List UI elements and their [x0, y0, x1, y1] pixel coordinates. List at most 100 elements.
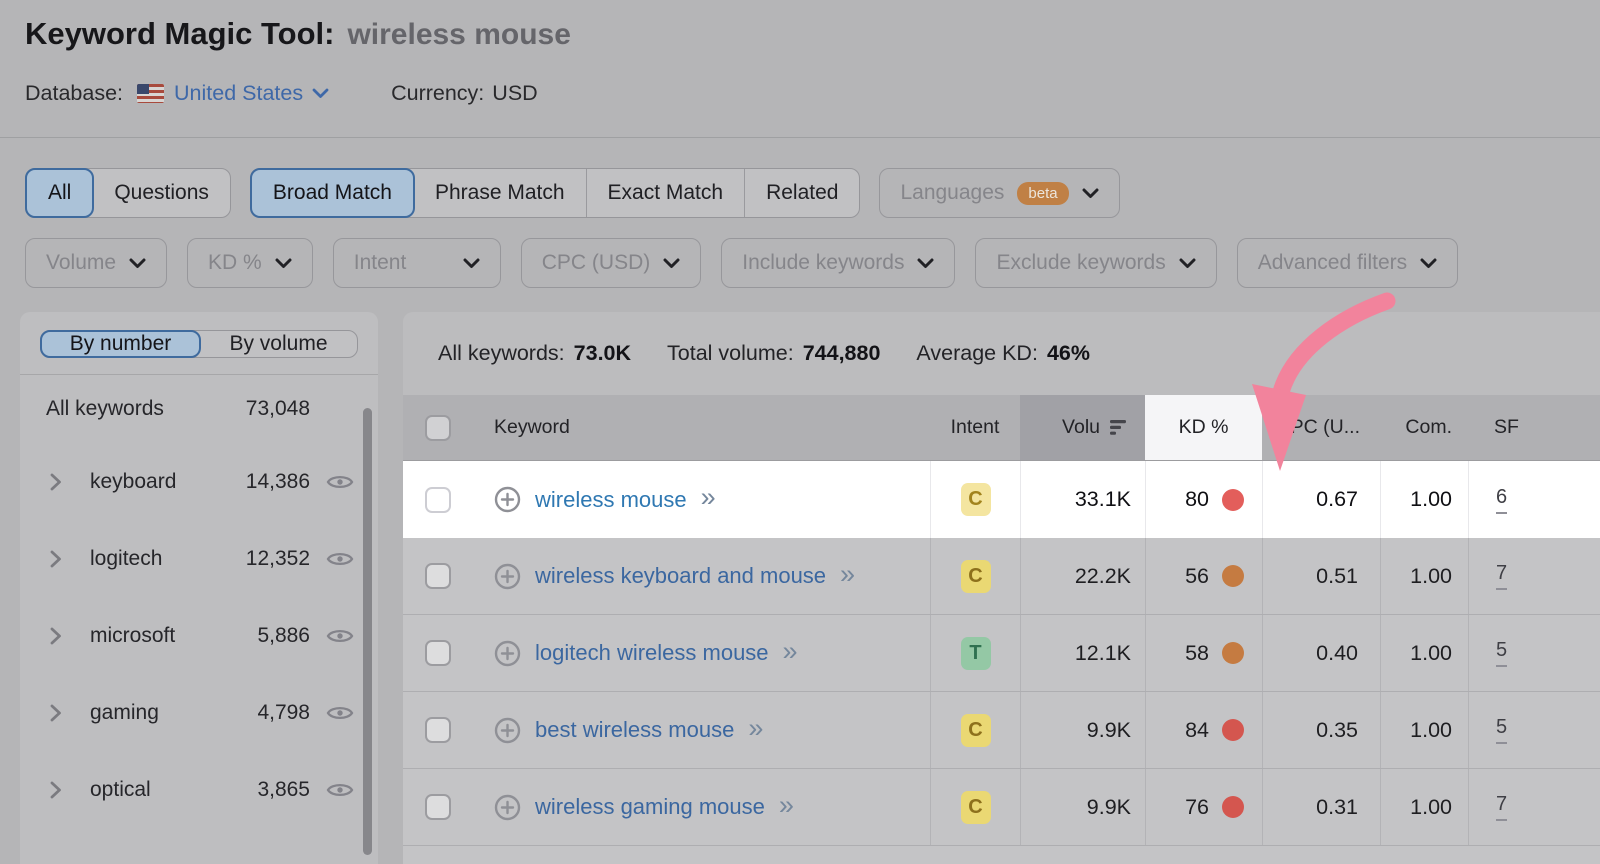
tab-related[interactable]: Related — [766, 181, 839, 204]
sf-link[interactable]: 7 — [1496, 793, 1508, 821]
chevron-right-icon[interactable] — [50, 626, 64, 646]
tab-all[interactable]: All — [25, 168, 95, 218]
all-keywords-row[interactable]: All keywords 73,048 — [20, 375, 378, 443]
tab-broad-match[interactable]: Broad Match — [249, 168, 415, 218]
add-keyword-icon[interactable] — [494, 486, 521, 513]
volume-value: 22.2K — [1020, 538, 1145, 614]
chevron-right-icon[interactable] — [50, 703, 64, 723]
sf-link[interactable]: 7 — [1496, 562, 1508, 590]
tab-phrase-match[interactable]: Phrase Match — [414, 169, 587, 217]
add-keyword-icon[interactable] — [494, 563, 521, 590]
sidebar-group-optical[interactable]: optical 3,865 — [20, 751, 378, 828]
keyword-table: wireless mouse » C 33.1K 80 0.67 1.00 6 … — [403, 461, 1600, 864]
keyword-groups-sidebar: By number By volume All keywords 73,048 … — [20, 312, 378, 864]
advanced-filters-dropdown[interactable]: Advanced filters — [1236, 238, 1459, 288]
database-select[interactable]: United States — [174, 80, 304, 105]
tab-exact-match[interactable]: Exact Match — [587, 169, 746, 217]
table-row[interactable]: wireless mouse » C 33.1K 80 0.67 1.00 6 — [403, 461, 1600, 538]
expand-keyword-icon[interactable]: » — [778, 789, 794, 820]
sidebar-divider — [20, 374, 378, 375]
kd-dot — [1222, 719, 1244, 741]
expand-keyword-icon[interactable]: » — [700, 482, 716, 512]
tool-title: Keyword Magic Tool: — [25, 16, 335, 51]
languages-dropdown[interactable]: Languages beta — [879, 168, 1120, 218]
keyword-link[interactable]: best wireless mouse — [535, 717, 735, 742]
stat-label: All keywords: — [438, 341, 565, 365]
query-text: wireless mouse — [347, 18, 571, 51]
column-header-keyword[interactable]: Keyword — [494, 416, 570, 438]
intent-badge[interactable]: T — [960, 636, 991, 670]
row-checkbox[interactable] — [425, 486, 451, 513]
row-checkbox[interactable] — [425, 717, 451, 743]
expand-keyword-icon[interactable]: » — [748, 712, 764, 743]
intent-badge[interactable]: C — [960, 713, 991, 747]
add-keyword-icon[interactable] — [494, 794, 521, 821]
intent-badge[interactable]: C — [960, 483, 991, 516]
table-row[interactable]: wireless gaming mouse » C 9.9K 76 0.31 1… — [403, 769, 1600, 846]
chevron-right-icon[interactable] — [50, 472, 64, 492]
exclude-keywords-dropdown[interactable]: Exclude keywords — [975, 238, 1217, 288]
intent-badge[interactable]: C — [960, 790, 991, 824]
chevron-down-icon[interactable] — [312, 88, 329, 99]
tab-by-volume[interactable]: By volume — [229, 332, 328, 355]
intent-filter-label: Intent — [353, 251, 407, 274]
page-header: Keyword Magic Tool: wireless mouse Datab… — [0, 0, 1600, 108]
sidebar-group-keyboard[interactable]: keyboard 14,386 — [20, 443, 378, 520]
eye-icon[interactable] — [326, 549, 354, 569]
com-value: 1.00 — [1380, 538, 1468, 614]
row-checkbox[interactable] — [425, 794, 451, 820]
currency-value: USD — [492, 80, 538, 105]
column-header-cpc[interactable]: CPC (U... — [1276, 416, 1360, 438]
row-checkbox[interactable] — [425, 640, 451, 666]
add-keyword-icon[interactable] — [494, 640, 521, 667]
include-keywords-dropdown[interactable]: Include keywords — [721, 238, 956, 288]
cpc-filter-dropdown[interactable]: CPC (USD) — [520, 238, 702, 288]
chevron-right-icon[interactable] — [50, 549, 64, 569]
table-row[interactable]: best wireless mouse » C 9.9K 84 0.35 1.0… — [403, 692, 1600, 769]
volume-filter-dropdown[interactable]: Volume — [25, 238, 168, 288]
column-header-intent[interactable]: Intent — [950, 416, 1000, 438]
add-keyword-icon[interactable] — [494, 717, 521, 744]
table-row[interactable]: logitech wireless mouse » T 12.1K 58 0.4… — [403, 615, 1600, 692]
stat-value: 744,880 — [802, 341, 881, 365]
select-all-checkbox[interactable] — [425, 414, 451, 441]
eye-icon[interactable] — [326, 780, 354, 800]
eye-icon[interactable] — [326, 472, 354, 492]
column-header-sf[interactable]: SF — [1494, 416, 1519, 438]
eye-icon[interactable] — [326, 626, 354, 646]
intent-badge[interactable]: C — [960, 559, 991, 593]
stat-value: 73.0K — [573, 341, 632, 365]
eye-icon[interactable] — [326, 703, 354, 723]
stat-label: Total volume: — [667, 341, 794, 365]
match-type-row: All Questions Broad Match Phrase Match E… — [25, 168, 1575, 218]
expand-keyword-icon[interactable]: » — [782, 635, 798, 666]
sf-link[interactable]: 6 — [1496, 486, 1508, 514]
summary-stats-bar: All keywords: 73.0K Total volume: 744,88… — [403, 312, 1600, 395]
keyword-link[interactable]: wireless gaming mouse — [535, 794, 765, 819]
sidebar-scrollbar[interactable] — [363, 408, 372, 855]
keyword-link[interactable]: wireless mouse — [535, 486, 687, 512]
beta-badge: beta — [1017, 181, 1069, 205]
tab-by-number[interactable]: By number — [40, 330, 201, 358]
tab-questions[interactable]: Questions — [114, 181, 209, 204]
column-header-com[interactable]: Com. — [1405, 416, 1452, 438]
sf-link[interactable]: 5 — [1496, 639, 1508, 667]
volume-value: 9.9K — [1020, 769, 1145, 845]
sidebar-group-microsoft[interactable]: microsoft 5,886 — [20, 597, 378, 674]
column-header-kd[interactable]: KD % — [1145, 395, 1262, 460]
keyword-link[interactable]: logitech wireless mouse — [535, 640, 769, 665]
currency-label: Currency: — [391, 80, 485, 105]
sidebar-group-logitech[interactable]: logitech 12,352 — [20, 520, 378, 597]
chevron-right-icon[interactable] — [50, 780, 64, 800]
row-checkbox[interactable] — [425, 563, 451, 589]
kd-filter-dropdown[interactable]: KD % — [187, 238, 313, 288]
sidebar-group-gaming[interactable]: gaming 4,798 — [20, 674, 378, 751]
expand-keyword-icon[interactable]: » — [840, 558, 856, 589]
volume-header-label: Volu — [1062, 416, 1100, 438]
table-row[interactable]: wireless keyboard and mouse » C 22.2K 56… — [403, 538, 1600, 615]
sf-link[interactable]: 5 — [1496, 716, 1508, 744]
intent-filter-dropdown[interactable]: Intent — [332, 238, 501, 288]
column-header-volume[interactable]: Volu — [1020, 395, 1145, 460]
keyword-link[interactable]: wireless keyboard and mouse — [535, 563, 827, 588]
